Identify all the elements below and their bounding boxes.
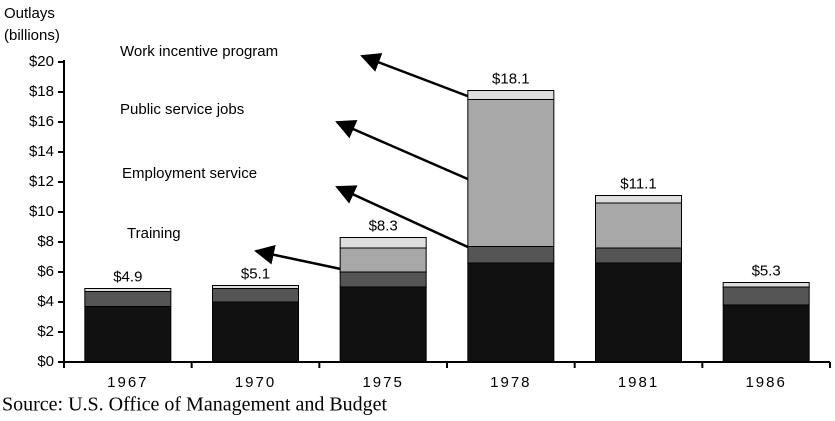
y-tick-label: $20: [29, 53, 54, 70]
y-tick-label: $16: [29, 113, 54, 130]
value-label: $18.1: [492, 70, 530, 87]
value-label: $5.3: [752, 262, 781, 279]
value-label: $11.1: [620, 175, 656, 192]
bar-segment: [467, 246, 555, 264]
y-axis-title: (billions): [4, 27, 60, 44]
legend-label: Employment service: [122, 165, 257, 182]
y-tick-label: $6: [37, 263, 54, 280]
bar-segment: [595, 195, 682, 204]
bar-segment: [722, 286, 810, 306]
x-tick-label: 1986: [745, 374, 786, 391]
x-tick-label: 1981: [618, 374, 659, 391]
bar-segment: [467, 99, 555, 247]
y-tick-label: $18: [29, 83, 54, 100]
x-tick-label: 1975: [362, 374, 403, 391]
arrows: [254, 53, 471, 274]
y-tick-label: $12: [29, 173, 54, 190]
bar-segment: [339, 237, 427, 249]
y-tick-label: $10: [29, 203, 54, 220]
y-tick-label: $14: [29, 143, 54, 160]
y-axis-title: Outlays: [4, 5, 55, 22]
value-label: $4.9: [113, 268, 142, 285]
x-tick-label: 1967: [107, 374, 148, 391]
bar-segment: [722, 282, 810, 288]
x-tick-label: 1970: [235, 374, 276, 391]
bar-segment: [595, 247, 682, 264]
bar-segment: [339, 286, 427, 363]
bar-segment: [84, 306, 172, 363]
bar-segment: [467, 90, 555, 100]
bar-segment: [339, 271, 427, 288]
bar-segment: [467, 262, 555, 363]
legend-label: Public service jobs: [120, 101, 244, 118]
bar-segment: [212, 288, 299, 303]
y-tick-label: $4: [37, 293, 54, 310]
value-label: $5.1: [241, 265, 270, 282]
value-label: $8.3: [369, 217, 398, 234]
bar-segment: [595, 262, 682, 363]
bar-segment: [595, 202, 682, 249]
bar-segment: [339, 247, 427, 273]
y-tick-label: $8: [37, 233, 54, 250]
bar-segment: [722, 304, 810, 363]
bar-segment: [84, 291, 172, 307]
bar-segment: [84, 288, 172, 292]
y-tick-label: $0: [37, 353, 54, 370]
legend-label: Training: [127, 225, 181, 242]
bar-segment: [212, 301, 299, 363]
y-tick-label: $2: [37, 323, 54, 340]
legend-label: Work incentive program: [120, 43, 278, 60]
bar-segment: [212, 285, 299, 289]
source: Source: U.S. Office of Management and Bu…: [2, 394, 388, 416]
x-tick-label: 1978: [490, 374, 531, 391]
